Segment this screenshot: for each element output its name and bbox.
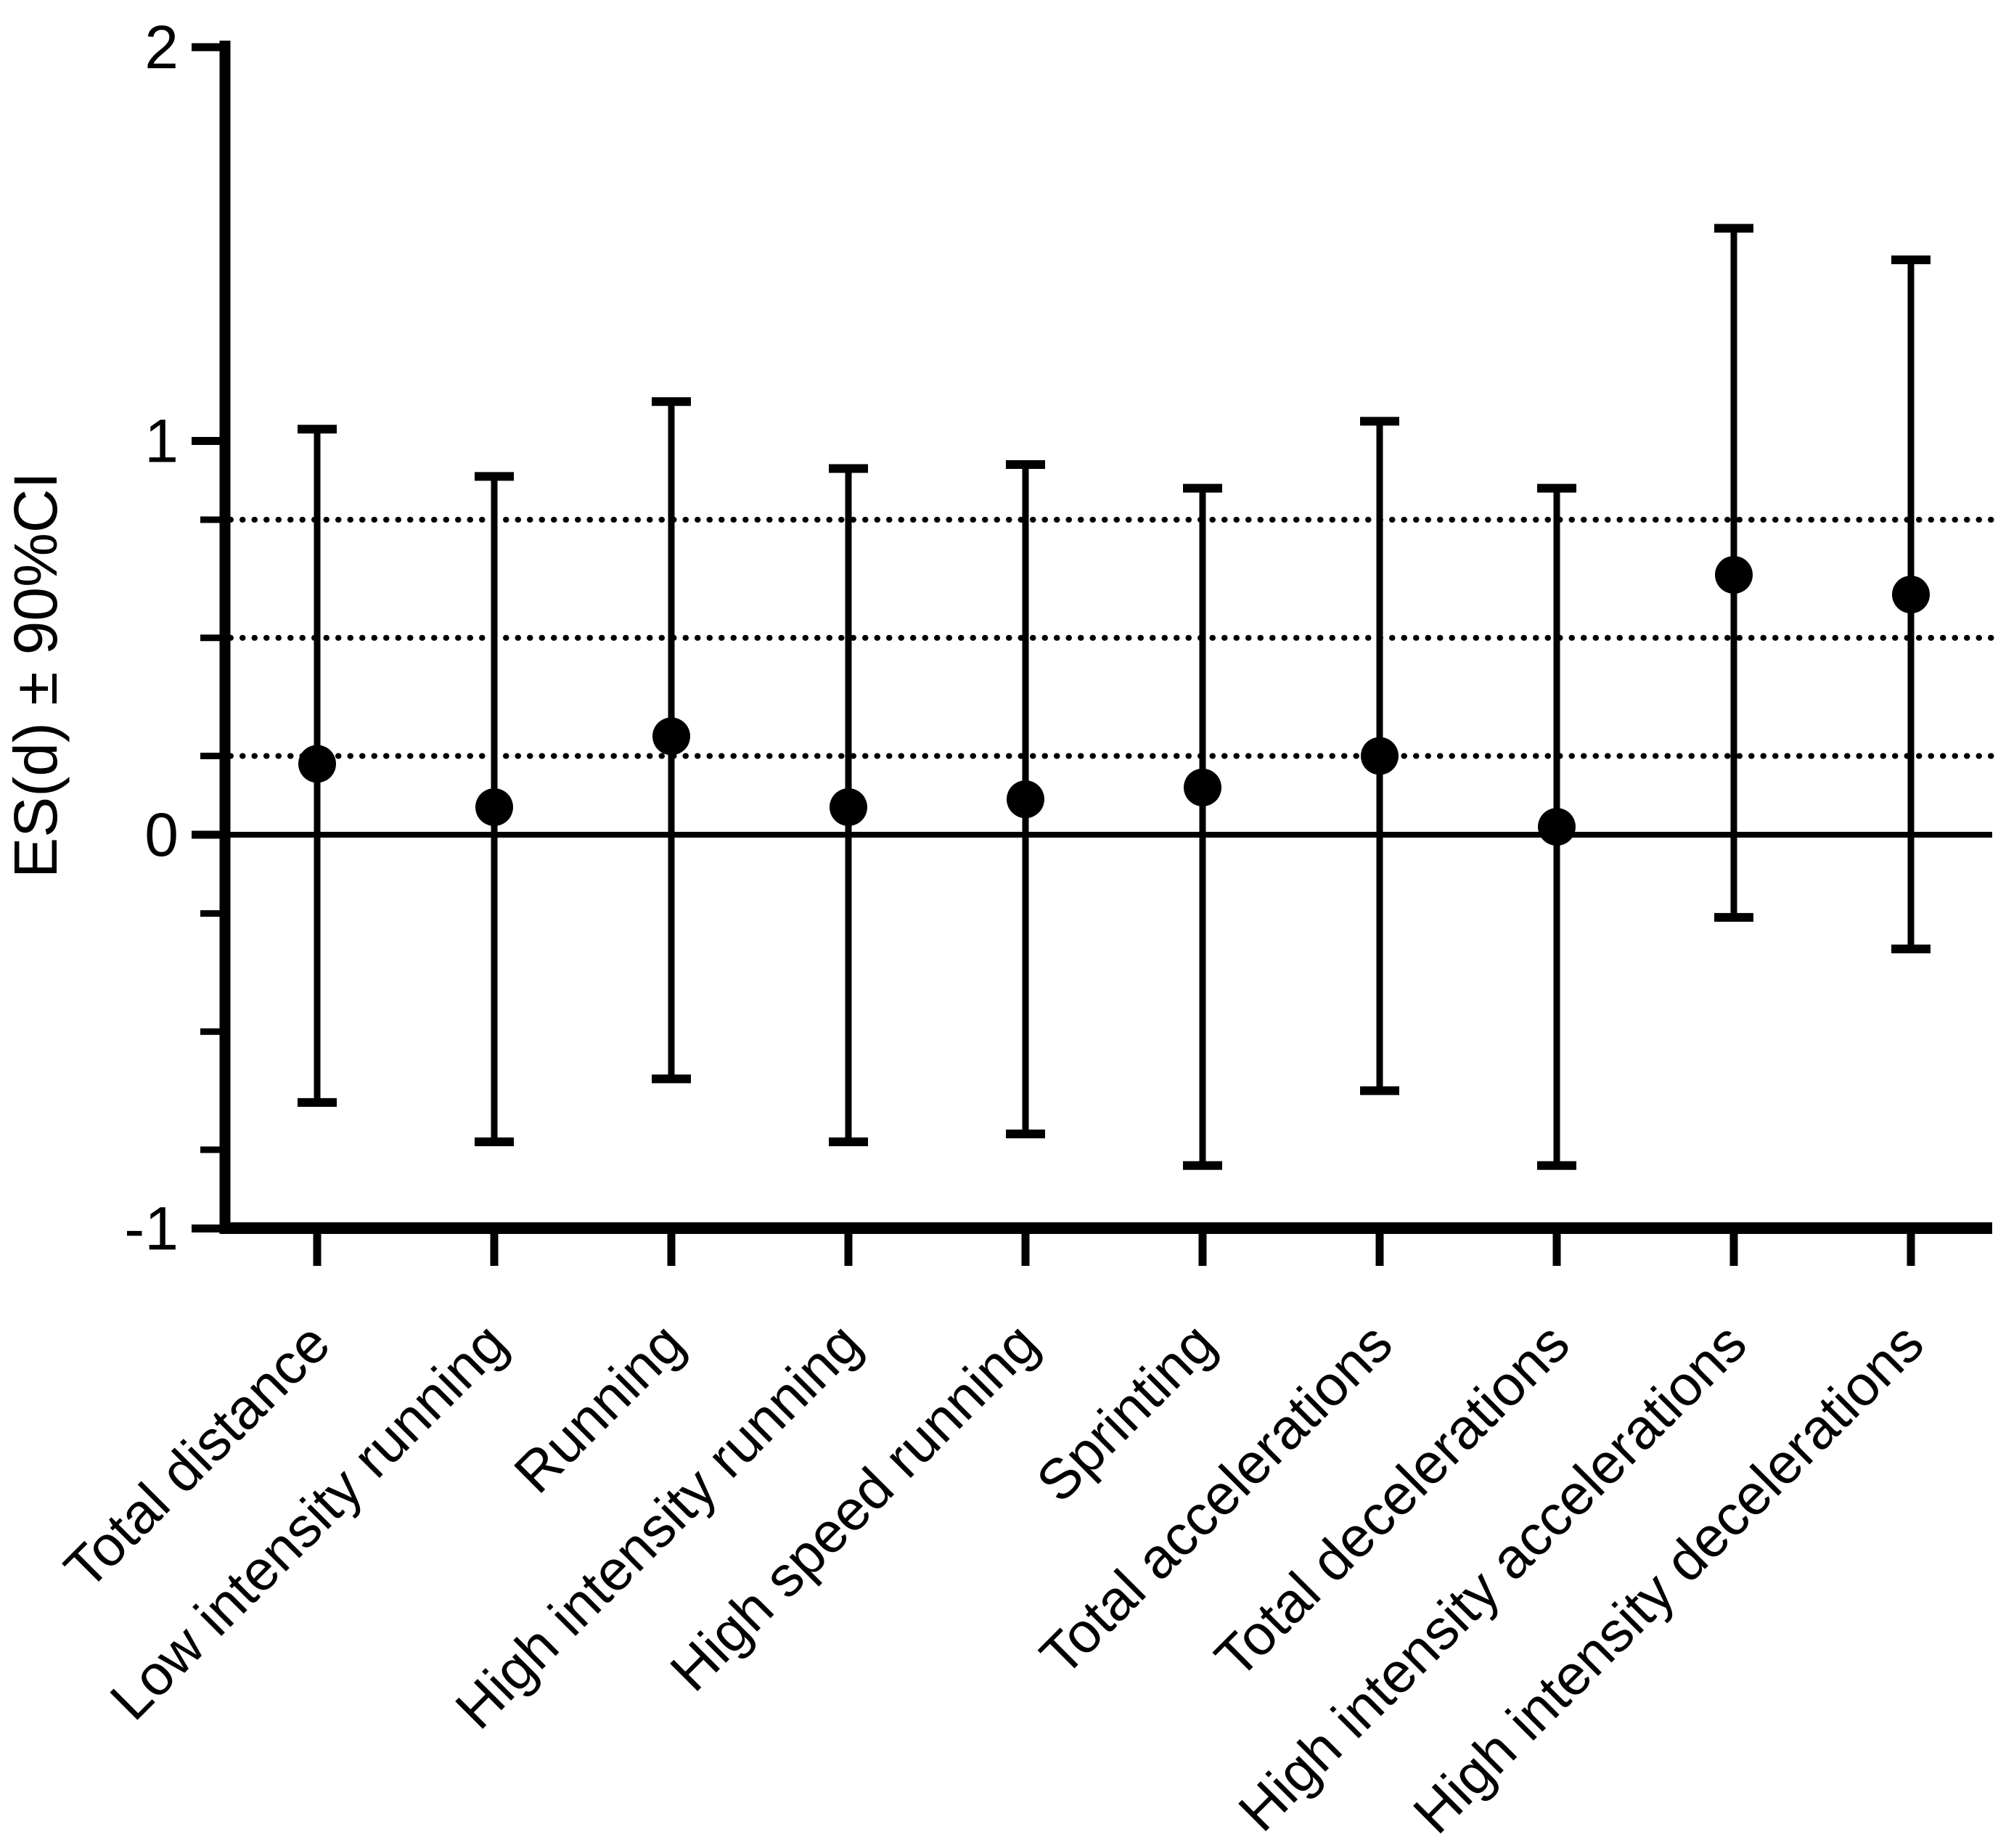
data-point bbox=[1007, 780, 1044, 819]
data-point bbox=[1361, 737, 1399, 775]
data-point bbox=[1892, 576, 1930, 614]
y-tick-label: 1 bbox=[144, 407, 179, 475]
data-point bbox=[298, 745, 336, 783]
y-tick-label: 0 bbox=[144, 801, 179, 869]
data-point bbox=[1715, 555, 1753, 594]
data-point bbox=[475, 788, 513, 827]
data-point bbox=[1538, 808, 1576, 846]
y-axis-title: ES(d) ± 90%CI bbox=[1, 472, 70, 878]
y-tick-label: 2 bbox=[144, 13, 179, 81]
data-point bbox=[1184, 768, 1221, 806]
data-point bbox=[652, 717, 690, 756]
data-point bbox=[830, 788, 867, 827]
y-tick-label: -1 bbox=[124, 1195, 179, 1263]
